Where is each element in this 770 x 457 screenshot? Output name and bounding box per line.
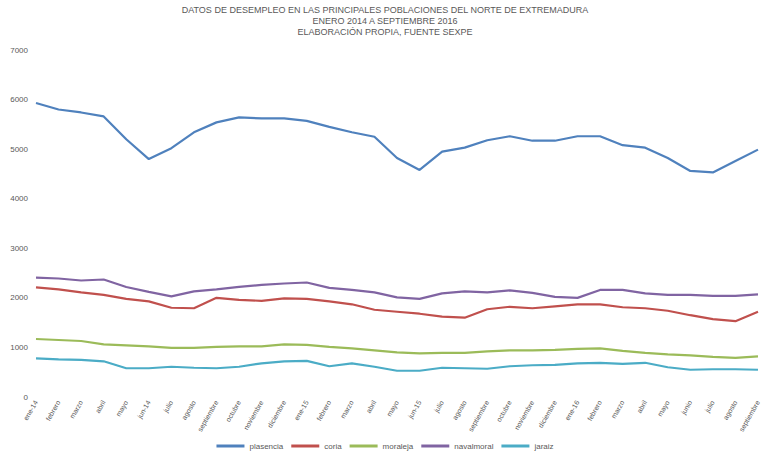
svg-text:2000: 2000 xyxy=(10,293,28,302)
svg-text:julio: julio xyxy=(432,399,446,415)
svg-text:jun-15: jun-15 xyxy=(406,399,423,421)
svg-text:jun-14: jun-14 xyxy=(136,399,153,421)
svg-text:junio: junio xyxy=(679,399,694,417)
svg-text:agosto: agosto xyxy=(451,399,468,421)
svg-text:1000: 1000 xyxy=(10,343,28,352)
svg-text:5000: 5000 xyxy=(10,145,28,154)
svg-text:6000: 6000 xyxy=(10,95,28,104)
svg-text:diciembre: diciembre xyxy=(537,399,558,429)
svg-text:septiembre: septiembre xyxy=(738,399,762,433)
svg-text:octubre: octubre xyxy=(495,399,513,423)
svg-text:octubre: octubre xyxy=(224,399,242,423)
svg-text:DATOS DE DESEMPLEO EN LAS PRIN: DATOS DE DESEMPLEO EN LAS PRINCIPALES PO… xyxy=(182,5,589,15)
svg-text:noviembre: noviembre xyxy=(513,399,535,431)
svg-text:ELABORACIÓN PROPIA, FUENTE SEX: ELABORACIÓN PROPIA, FUENTE SEXPE xyxy=(297,27,472,37)
svg-text:abril: abril xyxy=(365,399,378,414)
svg-text:3000: 3000 xyxy=(10,244,28,253)
svg-text:julio: julio xyxy=(703,399,717,415)
svg-text:ENERO 2014 A SEPTIEMBRE 2016: ENERO 2014 A SEPTIEMBRE 2016 xyxy=(312,16,457,26)
svg-text:ene-14: ene-14 xyxy=(22,399,39,421)
svg-text:agosto: agosto xyxy=(180,399,197,421)
svg-text:mayo: mayo xyxy=(385,399,401,418)
svg-text:navalmoral: navalmoral xyxy=(454,442,493,451)
svg-text:marzo: marzo xyxy=(610,399,626,419)
svg-text:0: 0 xyxy=(24,393,29,402)
svg-text:mayo: mayo xyxy=(656,399,672,418)
svg-text:ene-15: ene-15 xyxy=(293,399,310,421)
svg-text:noviembre: noviembre xyxy=(242,399,264,431)
svg-text:mayo: mayo xyxy=(115,399,131,418)
svg-text:abril: abril xyxy=(636,399,649,414)
svg-text:febrero: febrero xyxy=(44,399,61,422)
svg-text:septiembre: septiembre xyxy=(467,399,491,433)
svg-text:plasencia: plasencia xyxy=(249,442,283,451)
svg-text:marzo: marzo xyxy=(339,399,355,419)
svg-text:4000: 4000 xyxy=(10,194,28,203)
svg-text:marzo: marzo xyxy=(68,399,84,419)
svg-text:moraleja: moraleja xyxy=(383,442,414,451)
svg-text:agosto: agosto xyxy=(722,399,739,421)
svg-text:7000: 7000 xyxy=(10,46,28,55)
svg-text:jaraiz: jaraiz xyxy=(533,442,553,451)
svg-text:coria: coria xyxy=(324,442,342,451)
svg-text:febrero: febrero xyxy=(586,399,603,422)
svg-text:diciembre: diciembre xyxy=(266,399,287,429)
svg-text:septiembre: septiembre xyxy=(196,399,220,433)
svg-text:abril: abril xyxy=(94,399,107,414)
svg-text:ene-16: ene-16 xyxy=(564,399,581,421)
svg-text:julio: julio xyxy=(162,399,176,415)
svg-text:febrero: febrero xyxy=(315,399,332,422)
